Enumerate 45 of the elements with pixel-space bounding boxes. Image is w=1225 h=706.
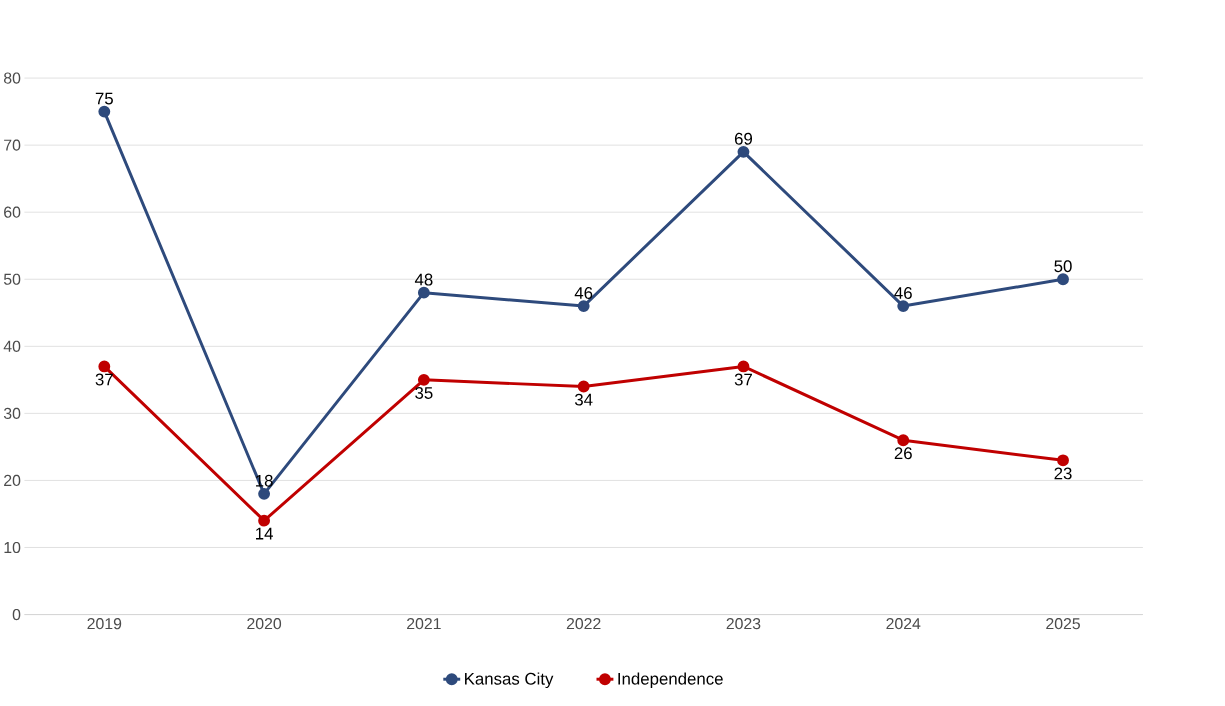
point (417, 374, 430, 386)
x-tick-label: 2024 (886, 618, 921, 630)
data-label: 37 (734, 373, 752, 386)
x-tick-label: 2025 (1046, 618, 1080, 630)
y-tick-label: 30 (3, 407, 21, 420)
x-tick-label: 2019 (87, 618, 122, 630)
data-label: 50 (1054, 260, 1072, 273)
y-tick-label: 50 (3, 273, 21, 285)
data-label: 35 (415, 387, 433, 399)
data-label: 48 (414, 273, 433, 286)
y-tick-label: 70 (4, 139, 21, 151)
point (577, 300, 590, 313)
point (98, 360, 111, 373)
y-tick-label: 0 (12, 609, 21, 621)
point (897, 300, 910, 313)
y-tick-label: 40 (3, 340, 21, 353)
data-label: 34 (574, 393, 593, 406)
point (258, 514, 271, 527)
data-label: 14 (256, 527, 273, 540)
data-label: 46 (894, 287, 912, 300)
data-label: 46 (574, 287, 593, 300)
data-label: 26 (894, 447, 912, 460)
point (737, 146, 750, 158)
data-label: 23 (1054, 467, 1072, 480)
point (737, 360, 750, 373)
point (258, 488, 271, 500)
y-tick-label: 80 (3, 72, 21, 84)
y-tick-label: 60 (4, 206, 21, 218)
point (1057, 273, 1069, 286)
x-tick-label: 2022 (566, 618, 601, 630)
data-label: 37 (95, 373, 113, 386)
y-tick-label: 10 (4, 542, 21, 554)
data-label: 75 (95, 92, 113, 105)
x-tick-label: 2023 (726, 618, 761, 630)
point (577, 380, 590, 393)
point (98, 105, 111, 118)
data-label: 69 (734, 132, 753, 145)
legend-label: Independence (618, 672, 723, 689)
point (417, 286, 430, 299)
y-tick-label: 20 (4, 474, 21, 487)
point (1057, 454, 1069, 467)
x-tick-label: 2020 (247, 618, 282, 630)
point (897, 434, 910, 447)
x-tick-label: 2021 (407, 618, 441, 630)
legend-label: Kansas City (465, 672, 554, 689)
